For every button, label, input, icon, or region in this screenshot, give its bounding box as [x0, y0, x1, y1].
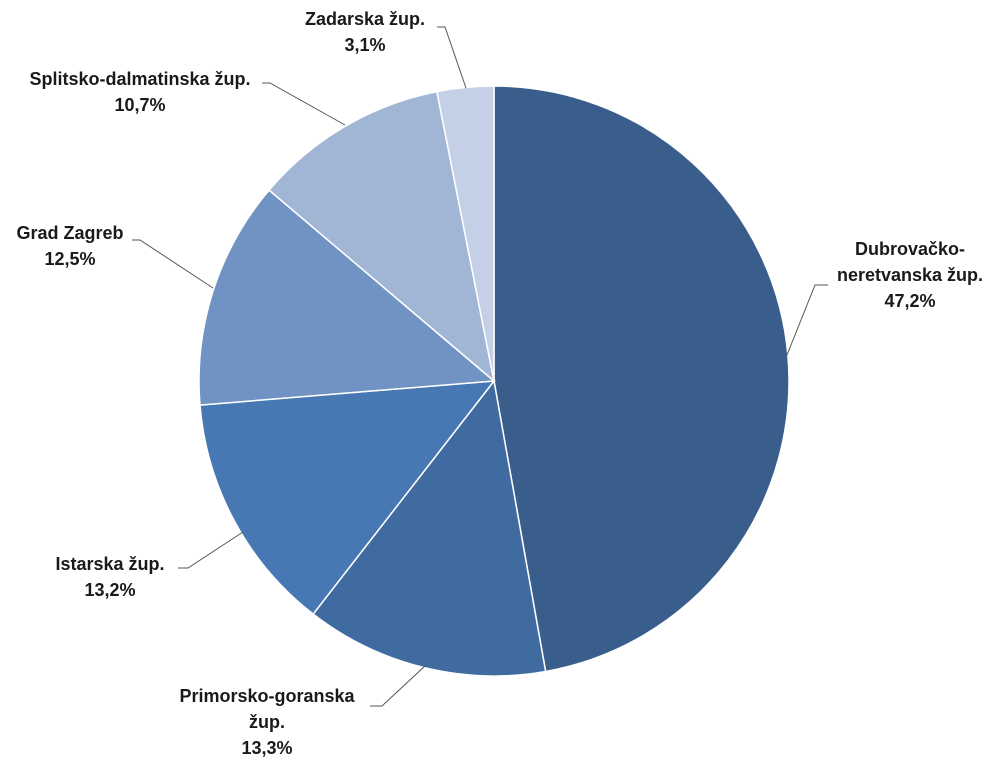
pie-slice — [493, 85, 790, 673]
value-label: 13,3% — [241, 738, 293, 758]
leader-line — [132, 239, 214, 289]
category-name: Zadarska žup. — [304, 9, 426, 29]
pie-slice — [198, 189, 496, 406]
category-name: Istarska žup. — [55, 554, 165, 574]
slice-label: Dubrovačko-neretvanska žup. 47,2% — [821, 236, 999, 314]
slice-label: Istarska žup. 13,2% — [55, 551, 164, 603]
leader-line — [437, 26, 467, 89]
category-name: Dubrovačko-neretvanska žup. — [836, 239, 984, 285]
value-label: 3,1% — [344, 35, 386, 55]
pie-slice — [268, 90, 496, 383]
leader-line — [786, 284, 828, 356]
slice-label: Primorsko-goranska žup. 13,3% — [162, 683, 372, 761]
leader-line — [178, 531, 244, 569]
category-name: Grad Zagreb — [16, 223, 124, 243]
value-label: 47,2% — [884, 291, 936, 311]
slice-label: Splitsko-dalmatinska žup. 10,7% — [28, 66, 253, 118]
value-label: 10,7% — [114, 95, 166, 115]
leader-line — [262, 82, 346, 126]
value-label: 13,2% — [84, 580, 136, 600]
category-name: Primorsko-goranska žup. — [179, 686, 355, 732]
slice-label: Zadarska žup. 3,1% — [305, 6, 425, 58]
value-label: 12,5% — [44, 249, 96, 269]
pie-slice — [199, 380, 496, 616]
slice-label: Grad Zagreb 12,5% — [16, 220, 123, 272]
category-name: Splitsko-dalmatinska žup. — [29, 69, 251, 89]
leader-line — [370, 664, 427, 707]
